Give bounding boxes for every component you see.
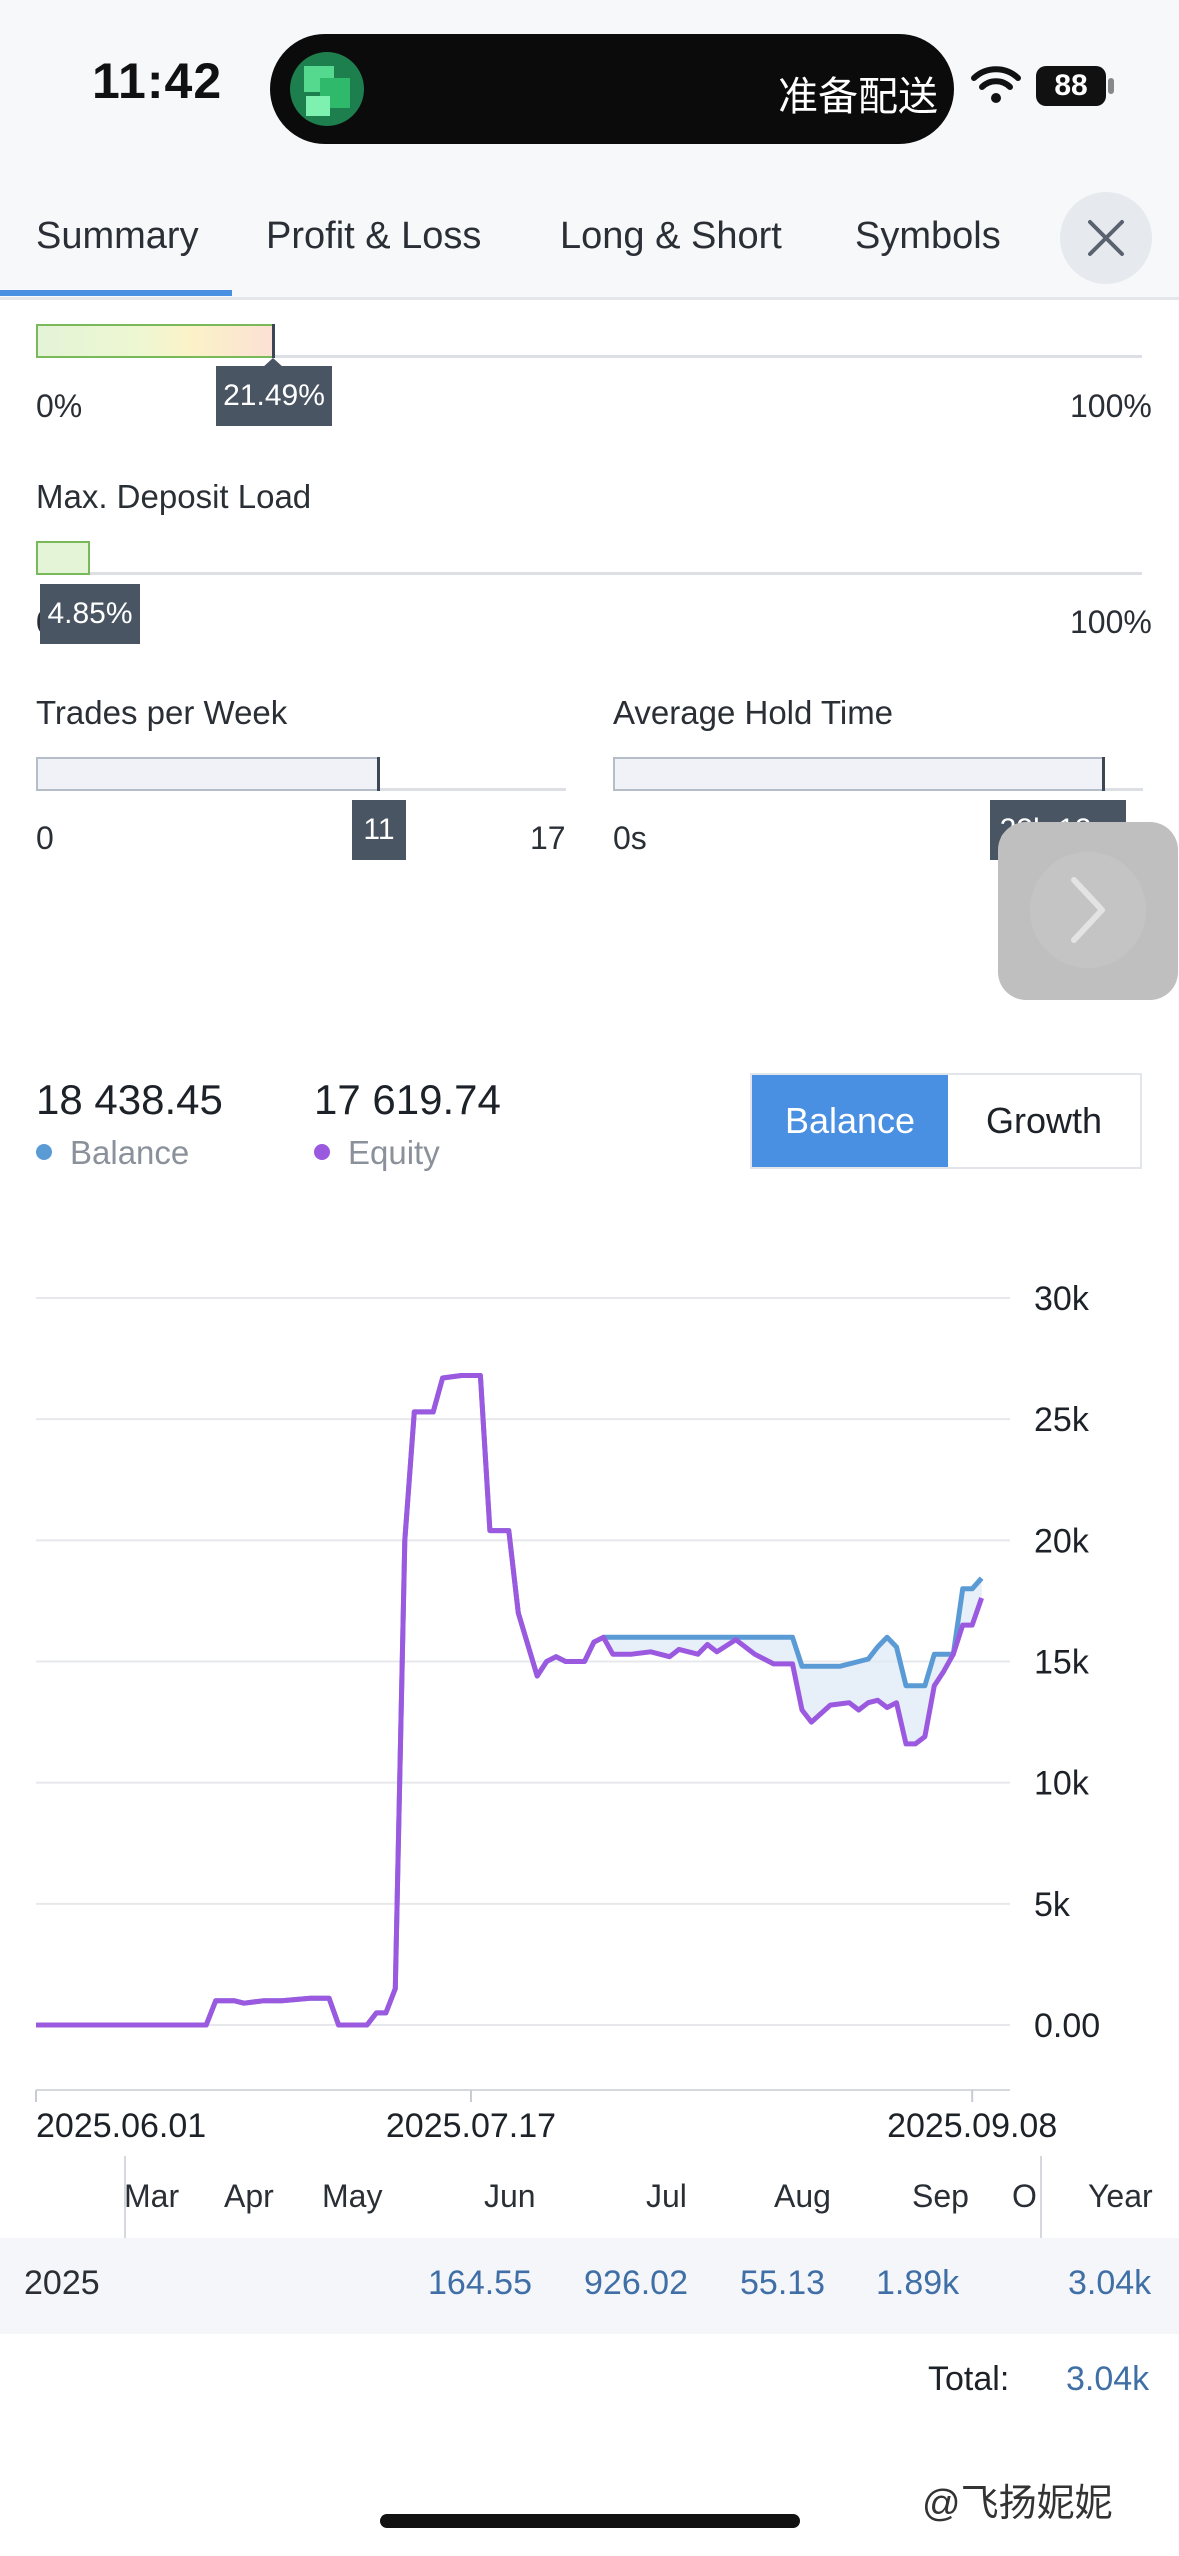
avg-hold-time-title: Average Hold Time [613, 694, 894, 731]
trades-max-label: 17 [530, 820, 566, 856]
y-tick-label: 25k [1034, 1401, 1090, 1439]
drawdown-value: 21.49% [216, 366, 332, 426]
year-header: Year [1088, 2178, 1153, 2214]
hold-time-fill [613, 757, 1105, 791]
equity-value: 17 619.74 [314, 1076, 501, 1123]
deposit-load-value: 4.85% [40, 584, 140, 644]
equity-label: Equity [348, 1134, 440, 1171]
equity-series-line [36, 1373, 984, 2028]
drawdown-marker [272, 324, 275, 358]
tab-summary[interactable]: Summary [36, 215, 199, 257]
y-tick-label: 20k [1034, 1522, 1090, 1560]
drawdown-track [36, 355, 1142, 358]
table-row [0, 2238, 1179, 2334]
deposit-load-max-label: 100% [1070, 604, 1152, 640]
activity-status-text: 准备配送 [778, 75, 938, 119]
hold-time-min-label: 0s [613, 820, 647, 856]
balance-toggle-button[interactable]: Balance [752, 1075, 948, 1167]
month-header-apr: Apr [224, 2178, 274, 2214]
month-header-may: May [322, 2178, 383, 2214]
drawdown-fill [36, 324, 274, 358]
drawdown-area [36, 1375, 982, 2025]
y-tick-label: 30k [1034, 1280, 1090, 1318]
growth-toggle-button[interactable]: Growth [985, 1100, 1103, 1141]
trades-per-week-value: 11 [352, 800, 406, 860]
value-jul[interactable]: 926.02 [584, 2264, 688, 2302]
deposit-load-title: Max. Deposit Load [36, 478, 312, 515]
active-tab-indicator [0, 290, 232, 296]
tab-profit-loss[interactable]: Profit & Loss [266, 215, 482, 257]
drawdown-max-label: 100% [1070, 388, 1152, 424]
y-tick-label: 15k [1034, 1644, 1090, 1682]
dynamic-island[interactable] [270, 34, 954, 144]
month-header-jul: Jul [646, 2178, 687, 2214]
battery-icon: 88 [1036, 66, 1116, 110]
tab-symbols[interactable]: Symbols [855, 215, 1001, 257]
month-header-aug: Aug [774, 2178, 831, 2214]
y-tick-label: 5k [1034, 1886, 1071, 1924]
wifi-icon [970, 62, 1022, 106]
equity-legend-dot [314, 1144, 330, 1160]
home-indicator[interactable] [380, 2514, 800, 2528]
trades-marker [377, 757, 380, 791]
next-page-button[interactable] [998, 822, 1178, 1000]
watermark: @飞扬妮妮 [922, 2483, 1113, 2525]
month-header-oct: Oc [1012, 2178, 1038, 2214]
row-year: 2025 [24, 2264, 100, 2302]
month-header-mar: Mar [124, 2178, 180, 2214]
chevron-right-icon [1071, 877, 1105, 943]
trades-per-week-title: Trades per Week [36, 694, 288, 731]
y-tick-label: 0.00 [1034, 2007, 1100, 2045]
value-sep[interactable]: 1.89k [876, 2264, 960, 2302]
clock: 11:42 [92, 53, 223, 109]
y-tick-label: 10k [1034, 1765, 1090, 1803]
drawdown-min-label: 0% [36, 388, 83, 424]
delivery-app-icon [290, 52, 364, 126]
x-tick-label: 2025.09.08 [887, 2107, 1057, 2140]
trades-min-label: 0 [36, 820, 54, 856]
close-button[interactable] [1060, 192, 1152, 284]
hold-time-marker [1102, 757, 1105, 791]
month-header-sep: Sep [912, 2178, 969, 2214]
value-jun[interactable]: 164.55 [428, 2264, 532, 2302]
close-icon [1088, 220, 1124, 256]
balance-legend-dot [36, 1144, 52, 1160]
total-value: 3.04k [1066, 2360, 1150, 2398]
balance-equity-chart: 30k 25k 20k 15k 10k 5k 0.00 2025.06.01 2025.07.… [35, 1280, 1100, 2140]
value-year-total[interactable]: 3.04k [1068, 2264, 1152, 2302]
month-header-jun: Jun [484, 2178, 536, 2214]
x-tick-label: 2025.07.17 [386, 2107, 556, 2140]
deposit-load-track [36, 572, 1142, 575]
balance-value: 18 438.45 [36, 1076, 223, 1123]
balance-label: Balance [70, 1134, 190, 1171]
deposit-load-fill [36, 541, 90, 575]
tab-long-short[interactable]: Long & Short [560, 215, 782, 257]
chart-mode-toggle: Balance Growth [750, 1073, 1142, 1169]
total-label: Total: [928, 2360, 1010, 2398]
trades-fill [36, 757, 380, 791]
value-aug[interactable]: 55.13 [740, 2264, 826, 2302]
x-tick-label: 2025.06.01 [36, 2107, 206, 2140]
battery-level: 88 [1036, 66, 1106, 106]
tab-bar: Summary Profit & Loss Long & Short Symbo… [0, 175, 1179, 300]
